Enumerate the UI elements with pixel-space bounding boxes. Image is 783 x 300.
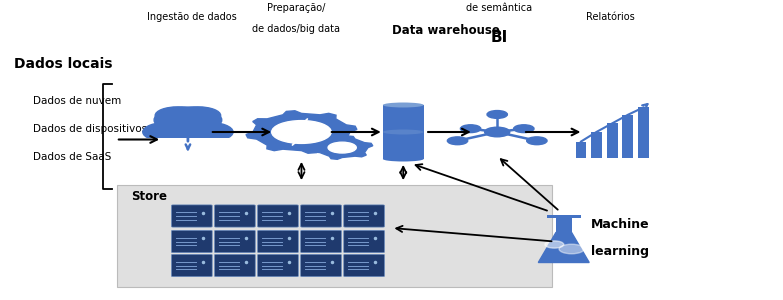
FancyBboxPatch shape bbox=[556, 216, 572, 232]
Polygon shape bbox=[246, 111, 357, 153]
FancyBboxPatch shape bbox=[215, 254, 255, 277]
Circle shape bbox=[514, 125, 534, 133]
FancyBboxPatch shape bbox=[258, 230, 298, 253]
FancyBboxPatch shape bbox=[301, 254, 341, 277]
FancyBboxPatch shape bbox=[171, 254, 212, 277]
FancyBboxPatch shape bbox=[622, 115, 633, 158]
FancyBboxPatch shape bbox=[171, 205, 212, 227]
Ellipse shape bbox=[383, 130, 424, 134]
FancyBboxPatch shape bbox=[607, 123, 618, 158]
Text: BI: BI bbox=[490, 30, 507, 45]
FancyBboxPatch shape bbox=[344, 205, 384, 227]
Circle shape bbox=[545, 241, 564, 248]
FancyBboxPatch shape bbox=[383, 105, 424, 159]
Text: Dados de SaaS: Dados de SaaS bbox=[33, 152, 111, 163]
Circle shape bbox=[527, 137, 547, 145]
FancyBboxPatch shape bbox=[258, 205, 298, 227]
Circle shape bbox=[485, 127, 510, 137]
Circle shape bbox=[182, 122, 233, 142]
Text: Ingestão de dados: Ingestão de dados bbox=[147, 12, 236, 22]
Text: de semântica: de semântica bbox=[466, 3, 532, 13]
Circle shape bbox=[460, 125, 481, 133]
Text: Data warehouse: Data warehouse bbox=[392, 24, 500, 37]
Circle shape bbox=[154, 107, 222, 133]
FancyBboxPatch shape bbox=[145, 138, 231, 158]
FancyBboxPatch shape bbox=[117, 184, 552, 286]
Circle shape bbox=[559, 244, 584, 254]
Text: Dados locais: Dados locais bbox=[14, 58, 113, 71]
Text: de dados/big data: de dados/big data bbox=[252, 24, 340, 34]
Text: Preparação/: Preparação/ bbox=[267, 3, 325, 13]
Text: Relatórios: Relatórios bbox=[586, 12, 635, 22]
Circle shape bbox=[155, 107, 200, 124]
Circle shape bbox=[175, 107, 221, 124]
FancyBboxPatch shape bbox=[344, 254, 384, 277]
Text: Store: Store bbox=[132, 190, 168, 203]
Polygon shape bbox=[539, 232, 590, 262]
FancyBboxPatch shape bbox=[547, 215, 581, 218]
Text: Machine: Machine bbox=[591, 218, 650, 232]
FancyBboxPatch shape bbox=[576, 142, 586, 158]
FancyBboxPatch shape bbox=[258, 254, 298, 277]
Circle shape bbox=[328, 142, 356, 153]
Ellipse shape bbox=[383, 157, 424, 161]
FancyBboxPatch shape bbox=[215, 205, 255, 227]
Text: Dados de dispositivos: Dados de dispositivos bbox=[33, 124, 147, 134]
Circle shape bbox=[272, 121, 331, 143]
FancyBboxPatch shape bbox=[301, 205, 341, 227]
FancyBboxPatch shape bbox=[591, 132, 602, 158]
Text: learning: learning bbox=[591, 245, 649, 259]
Ellipse shape bbox=[383, 103, 424, 107]
Text: Dados de nuvem: Dados de nuvem bbox=[33, 95, 121, 106]
Polygon shape bbox=[292, 118, 311, 146]
FancyBboxPatch shape bbox=[344, 230, 384, 253]
Circle shape bbox=[487, 110, 507, 118]
FancyBboxPatch shape bbox=[215, 230, 255, 253]
FancyBboxPatch shape bbox=[301, 230, 341, 253]
FancyBboxPatch shape bbox=[171, 230, 212, 253]
Polygon shape bbox=[312, 136, 373, 159]
Circle shape bbox=[143, 122, 194, 142]
Circle shape bbox=[447, 137, 467, 145]
FancyBboxPatch shape bbox=[638, 107, 649, 158]
